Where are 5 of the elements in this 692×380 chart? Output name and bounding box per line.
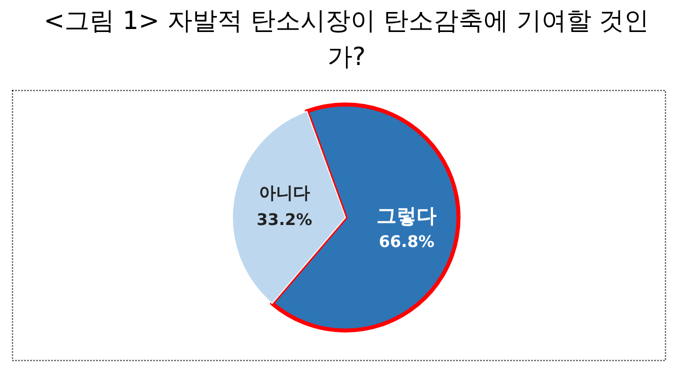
slice-label: 아니다 — [258, 183, 310, 204]
data-label: 33.2% — [256, 210, 312, 229]
slice-label: 그렇다 — [376, 204, 437, 228]
chart-title: <그림 1> 자발적 탄소시장이 탄소감축에 기여할 것인가? — [44, 6, 650, 71]
data-label: 66.8% — [378, 232, 434, 252]
